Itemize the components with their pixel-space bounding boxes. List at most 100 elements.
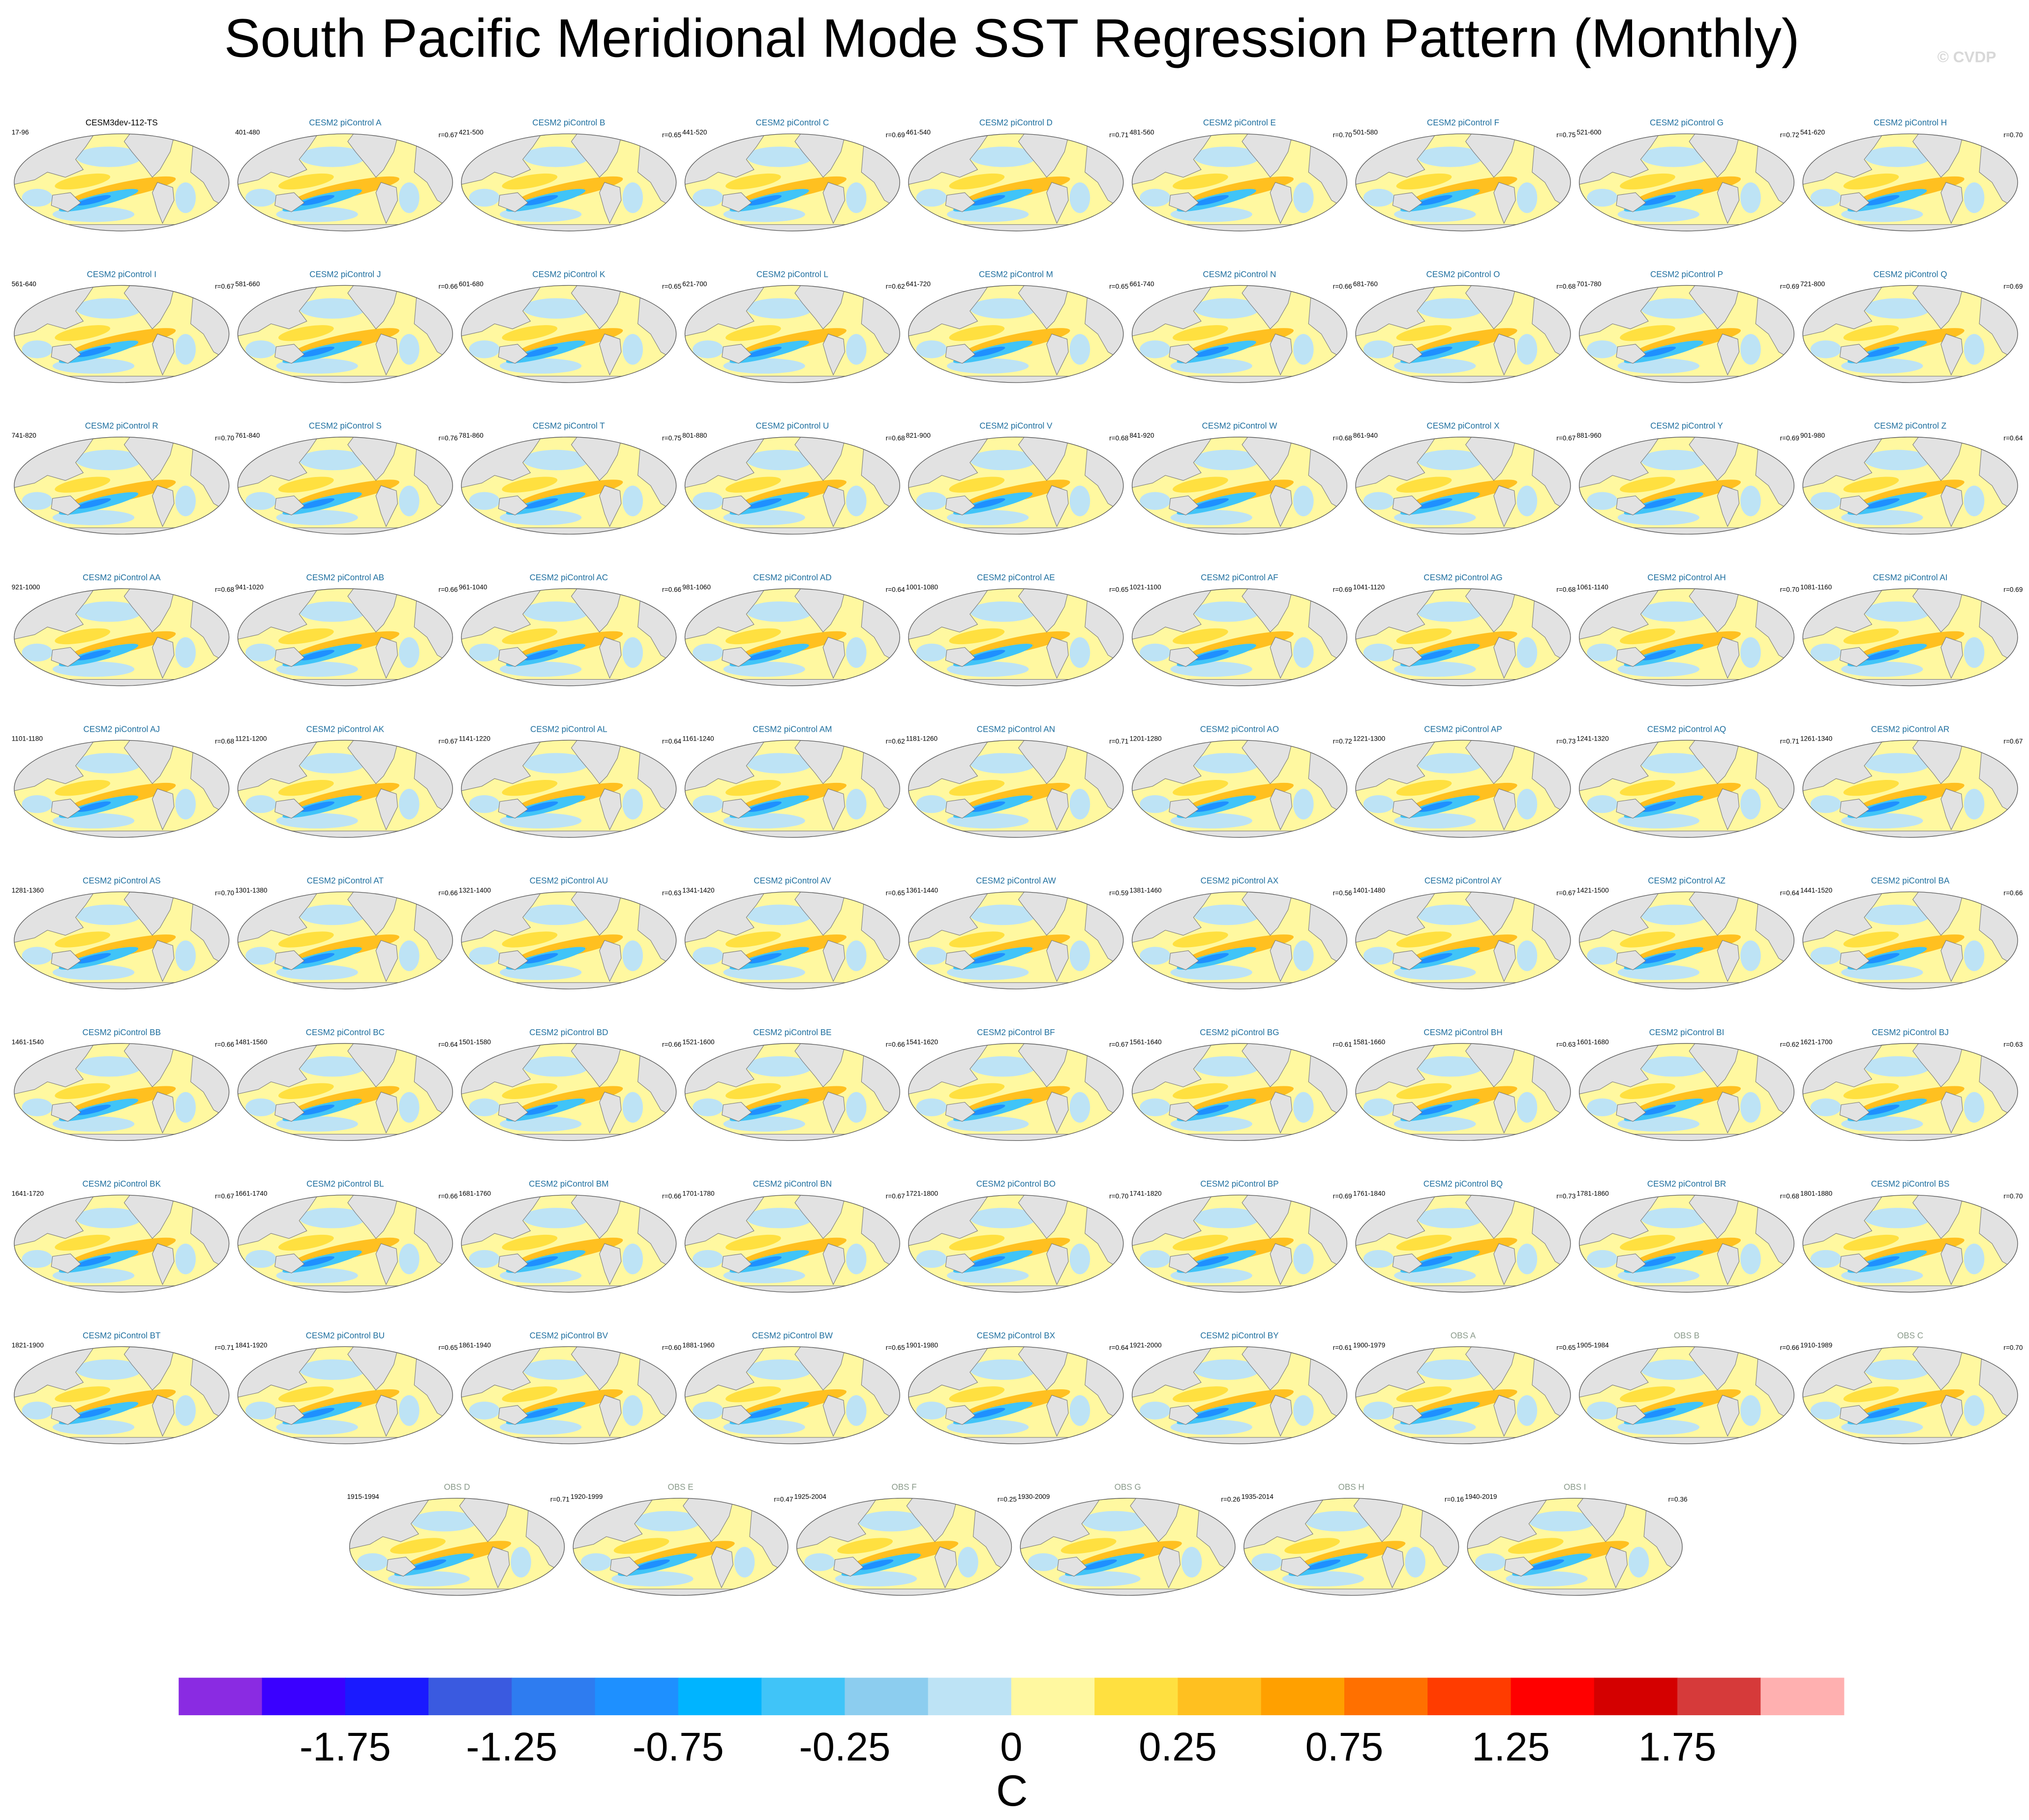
- panel-r: r=0.70: [2003, 1193, 2023, 1200]
- panel-title: CESM2 piControl AG: [1423, 573, 1502, 582]
- map-panel: CESM2 piControl AF 1021-1100 r=0.69: [1129, 573, 1352, 689]
- panel-r: r=0.65: [1109, 586, 1129, 594]
- colorbar-swatch: [1677, 1677, 1761, 1715]
- map-panel: CESM2 piControl AQ 1241-1320 r=0.71: [1576, 724, 1799, 841]
- panel-period: 1341-1420: [682, 887, 715, 894]
- panel-title: CESM2 piControl V: [979, 421, 1053, 431]
- panel-title: CESM2 piControl BE: [753, 1028, 831, 1037]
- panel-title: OBS A: [1451, 1331, 1476, 1340]
- panel-title: CESM2 piControl D: [979, 118, 1053, 127]
- map: [1242, 1495, 1461, 1599]
- map-panel: CESM2 piControl AE 1001-1080 r=0.65: [906, 573, 1129, 689]
- map: [1129, 1193, 1349, 1296]
- map: [1465, 1495, 1685, 1599]
- map-panel: CESM2 piControl P 701-780 r=0.69: [1576, 269, 1799, 386]
- panel-period: 1821-1900: [12, 1342, 44, 1349]
- panel-title: CESM2 piControl W: [1202, 421, 1278, 431]
- map-panel: CESM2 piControl F 501-580 r=0.75: [1353, 118, 1576, 235]
- map-panel: CESM2 piControl AC 961-1040 r=0.66: [459, 573, 681, 689]
- panel-period: 1721-1800: [906, 1190, 939, 1197]
- map-panel: CESM2 piControl C 441-520 r=0.69: [682, 118, 905, 235]
- map: [1576, 1041, 1796, 1145]
- panel-title: CESM2 piControl BJ: [1872, 1028, 1949, 1037]
- map-panel: CESM2 piControl M 641-720 r=0.65: [906, 269, 1129, 386]
- panel-title: CESM2 piControl AC: [530, 573, 608, 582]
- panel-title: CESM2 piControl Y: [1650, 421, 1723, 431]
- colorbar-swatch: [179, 1677, 263, 1715]
- map: [682, 1041, 902, 1145]
- map-panel: CESM2 piControl BY 1921-2000 r=0.61: [1129, 1331, 1352, 1447]
- panel-period: 1861-1940: [459, 1342, 491, 1349]
- panel-period: 1910-1989: [1800, 1342, 1832, 1349]
- map: [1353, 1041, 1573, 1145]
- panel-period: 601-680: [459, 280, 484, 288]
- map: [12, 283, 232, 387]
- colorbar-tick-label: -0.75: [633, 1725, 724, 1769]
- panel-r: r=0.67: [215, 1193, 234, 1200]
- map: [1129, 586, 1349, 690]
- panel-title: CESM2 piControl AW: [976, 876, 1056, 886]
- panel-title: CESM2 piControl AA: [83, 573, 161, 582]
- colorbar-swatch: [1511, 1677, 1595, 1715]
- colorbar-swatch: [1011, 1677, 1095, 1715]
- map: [1800, 1344, 2020, 1448]
- panel-period: 1361-1440: [906, 887, 939, 894]
- panel-r: r=0.69: [2003, 586, 2023, 594]
- map: [235, 586, 455, 690]
- colorbar-swatch: [928, 1677, 1012, 1715]
- panel-period: 1925-2004: [794, 1493, 827, 1500]
- panel-r: r=0.63: [662, 889, 681, 896]
- colorbar-swatch: [262, 1677, 346, 1715]
- map: [459, 283, 679, 387]
- panel-title: CESM2 piControl AL: [530, 724, 607, 734]
- panel-period: 1601-1680: [1576, 1038, 1609, 1045]
- map-panel: OBS D 1915-1994 r=0.71: [347, 1483, 570, 1599]
- panel-period: 861-940: [1353, 432, 1378, 439]
- panel-r: r=0.75: [662, 434, 682, 442]
- panel-title: CESM2 piControl AF: [1201, 573, 1278, 582]
- panel-title: CESM2 piControl L: [757, 269, 828, 279]
- panel-title: CESM2 piControl BP: [1200, 1179, 1278, 1189]
- map-panel: CESM2 piControl BJ 1621-1700 r=0.63: [1800, 1028, 2023, 1144]
- map-panel: CESM2 piControl BR 1781-1860 r=0.68: [1576, 1179, 1799, 1296]
- map: [235, 131, 455, 235]
- colorbar-tick-label: -1.75: [300, 1725, 391, 1769]
- panel-r: r=0.65: [439, 1344, 458, 1351]
- colorbar-swatch: [678, 1677, 762, 1715]
- panel-period: 1921-2000: [1129, 1342, 1162, 1349]
- panel-period: 1121-1200: [235, 735, 267, 743]
- panel-title: CESM2 piControl AJ: [83, 724, 160, 734]
- map: [12, 131, 232, 235]
- map: [906, 586, 1126, 690]
- panel-period: 1041-1120: [1353, 583, 1385, 591]
- map: [906, 889, 1126, 993]
- panel-title: CESM2 piControl BR: [1647, 1179, 1726, 1189]
- panel-period: 581-660: [235, 280, 260, 288]
- colorbar-tick-label: 0: [1000, 1725, 1022, 1769]
- map-panel: CESM2 piControl J 581-660 r=0.66: [235, 269, 458, 386]
- panel-period: 1301-1380: [235, 887, 268, 894]
- panel-r: r=0.62: [886, 283, 905, 290]
- map: [1018, 1495, 1238, 1599]
- panel-period: 901-980: [1800, 432, 1825, 439]
- map-panel: CESM2 piControl BW 1881-1960 r=0.65: [682, 1331, 905, 1447]
- panel-period: 1701-1780: [682, 1190, 715, 1197]
- figure-title: South Pacific Meridional Mode SST Regres…: [224, 8, 1800, 69]
- map-panel: CESM2 piControl N 661-740 r=0.66: [1129, 269, 1352, 386]
- panel-r: r=0.66: [662, 586, 681, 594]
- map-panel: CESM2 piControl AK 1121-1200 r=0.67: [235, 724, 458, 841]
- panel-period: 1901-1980: [906, 1342, 939, 1349]
- map: [1800, 738, 2020, 841]
- panel-period: 1241-1320: [1576, 735, 1609, 743]
- map-panel: CESM2 piControl AL 1141-1220 r=0.64: [459, 724, 682, 841]
- map: [1129, 1041, 1349, 1145]
- panel-r: r=0.68: [215, 586, 234, 594]
- panel-r: r=0.69: [1780, 283, 1799, 290]
- panel-title: CESM2 piControl AO: [1200, 724, 1279, 734]
- map-panel: CESM2 piControl BB 1461-1540 r=0.66: [12, 1028, 234, 1144]
- panel-title: CESM2 piControl T: [533, 421, 605, 431]
- map: [459, 586, 679, 690]
- panel-r: r=0.70: [2003, 131, 2023, 139]
- panel-period: 701-780: [1576, 280, 1602, 288]
